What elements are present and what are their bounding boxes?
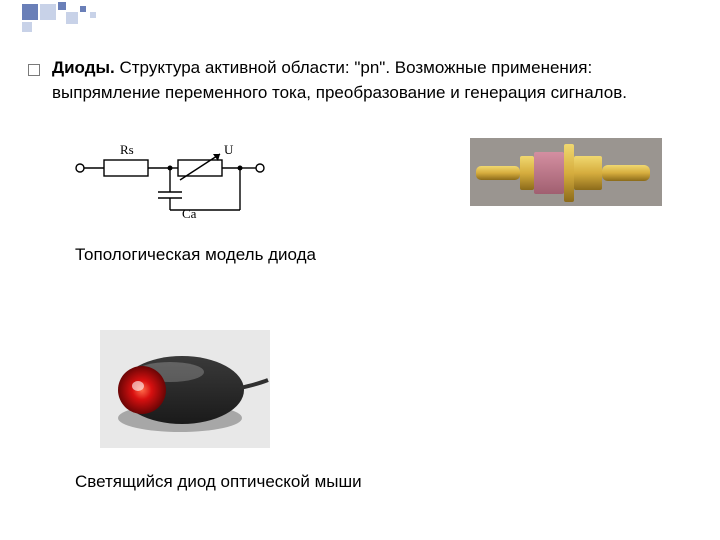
- bullet-marker: [28, 64, 40, 76]
- paragraph-title: Диоды.: [52, 58, 115, 77]
- deco-square: [22, 4, 38, 20]
- deco-square: [40, 4, 56, 20]
- schematic-diagram: Rs U Ca: [70, 140, 270, 230]
- slide-root: Диоды. Структура активной области: "pn".…: [0, 0, 720, 540]
- deco-square: [80, 6, 86, 12]
- deco-square: [58, 2, 66, 10]
- deco-square: [22, 22, 32, 32]
- deco-square: [90, 12, 96, 18]
- caption-model: Топологическая модель диода: [75, 245, 316, 265]
- svg-text:U: U: [224, 142, 234, 157]
- svg-text:Rs: Rs: [120, 142, 134, 157]
- deco-square: [66, 12, 78, 24]
- mouse-led-photo: [100, 330, 270, 448]
- header-decoration: [0, 0, 720, 22]
- paragraph-body: Структура активной области: "pn". Возмож…: [52, 58, 627, 102]
- caption-mouse: Светящийся диод оптической мыши: [75, 472, 362, 492]
- diode-photo-gold: [470, 138, 662, 206]
- main-paragraph: Диоды. Структура активной области: "pn".…: [52, 56, 662, 105]
- svg-text:Ca: Ca: [182, 206, 197, 221]
